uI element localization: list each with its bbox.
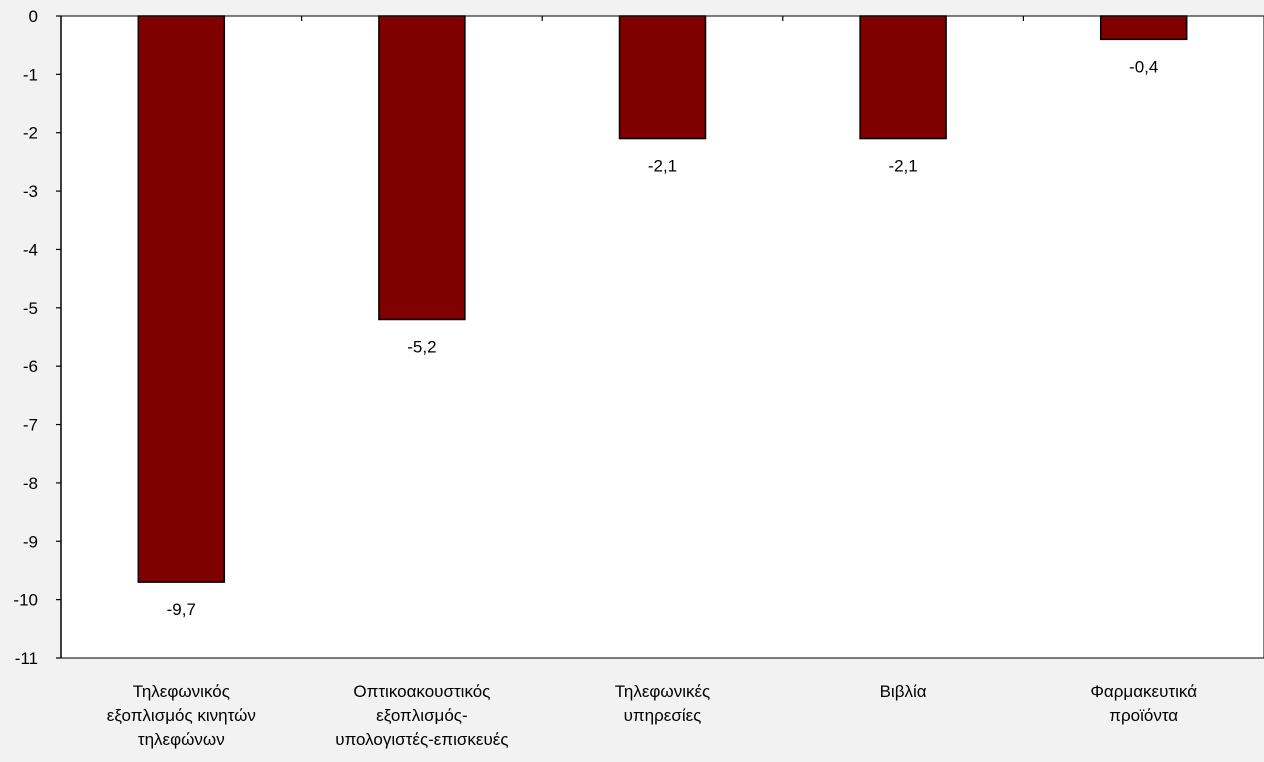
y-ticks-group: 0 -1 -2 -3 -4 -5 -6 -7 -8 -9 -10 -11 (13, 7, 61, 668)
x-category-label-line: τηλεφώνων (138, 730, 225, 749)
bar-data-label: -5,2 (407, 337, 436, 356)
x-category-label-line: προϊόντα (1109, 706, 1178, 725)
x-category-label-line: Φαρμακευτικά (1090, 682, 1197, 701)
x-labels-group: Τηλεφωνικός εξοπλισμός κινητών τηλεφώνων Οπ… (107, 682, 1197, 749)
x-ticks-group (301, 16, 1025, 21)
y-tick-label: -1 (23, 65, 38, 84)
bar-data-label: -0,4 (1129, 57, 1158, 76)
y-tick-label: -4 (23, 240, 38, 259)
y-tick-label: -7 (23, 416, 38, 435)
x-category-label-line: Βιβλία (880, 682, 927, 701)
y-tick-label: -6 (23, 357, 38, 376)
bar-data-label: -2,1 (648, 157, 677, 176)
x-category-label-line: εξοπλισμός- (376, 706, 468, 725)
x-category-label: Βιβλία (880, 682, 927, 701)
x-category-label: Τηλεφωνικές υπηρεσίες (615, 682, 711, 725)
bar-data-label: -2,1 (888, 157, 917, 176)
y-tick-label: -9 (23, 532, 38, 551)
bar (1099, 15, 1188, 41)
x-category-label-line: εξοπλισμός κινητών (107, 706, 256, 725)
x-category-label-line: Τηλεφωνικός (133, 682, 230, 701)
x-category-label-line: Τηλεφωνικές (615, 682, 711, 701)
bar (378, 15, 466, 321)
x-category-label: Οπτικοακουστικός εξοπλισμός-υπολογιστές-ε… (335, 682, 508, 749)
y-tick-label: 0 (29, 7, 38, 26)
x-category-label: Φαρμακευτικά προϊόντα (1090, 682, 1197, 725)
x-category-label-line: Οπτικοακουστικός (353, 682, 490, 701)
bar (618, 15, 707, 140)
bar-data-label: -9,7 (167, 600, 196, 619)
y-tick-label: -2 (23, 124, 38, 143)
data-labels-group: -9,7 -5,2 -2,1 -2,1 -0,4 (167, 57, 1159, 619)
bars-group (137, 15, 1188, 583)
y-tick-label: -11 (15, 649, 38, 668)
x-category-label-line: υπολογιστές-επισκευές (335, 730, 508, 749)
bar (859, 15, 947, 140)
x-category-label-line: υπηρεσίες (624, 706, 702, 725)
x-category-label: Τηλεφωνικός εξοπλισμός κινητών τηλεφώνων (107, 682, 256, 749)
y-tick-label: -3 (23, 182, 38, 201)
y-tick-label: -5 (23, 299, 38, 318)
y-tick-label: -10 (13, 591, 38, 610)
y-tick-label: -8 (23, 474, 38, 493)
bar (137, 15, 226, 583)
